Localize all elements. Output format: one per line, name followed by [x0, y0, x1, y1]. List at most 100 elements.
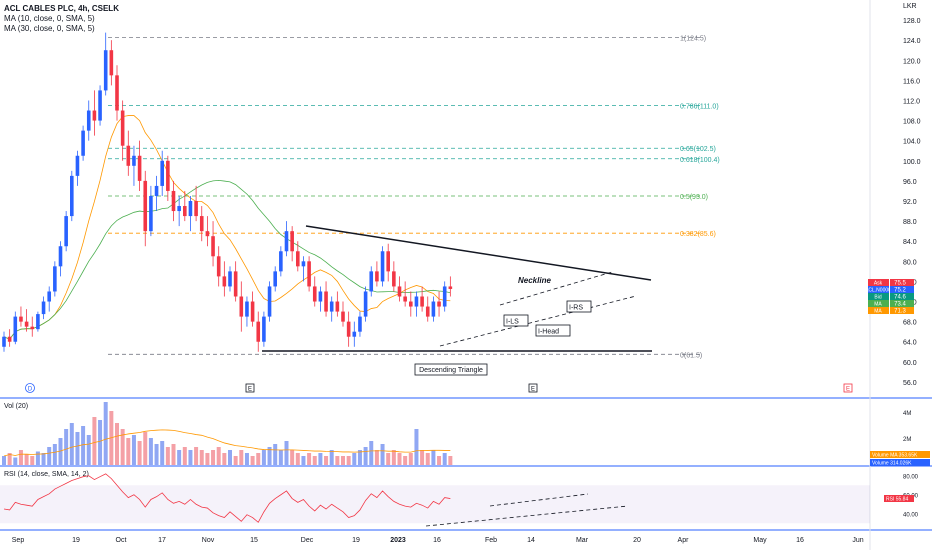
- volume-bar: [442, 453, 447, 465]
- volume-bar: [357, 450, 362, 465]
- event-marker-box: [528, 383, 538, 393]
- price-tag-value: 71.3: [894, 309, 906, 315]
- x-tick-label: 19: [72, 537, 80, 544]
- volume-bar: [222, 453, 227, 465]
- rsi-line: [3, 473, 451, 523]
- volume-bar: [75, 432, 80, 465]
- volume-bar: [30, 456, 35, 465]
- candle-body: [273, 271, 277, 287]
- candle-body: [166, 160, 170, 191]
- candle-body: [205, 231, 210, 237]
- x-tick-label: Oct: [116, 537, 127, 544]
- volume-bar: [386, 453, 391, 465]
- candle-body: [392, 271, 396, 287]
- candle-body: [267, 286, 272, 317]
- candle-body: [92, 110, 97, 121]
- candle-body: [75, 155, 80, 176]
- x-tick-label: 19: [352, 537, 360, 544]
- candle-body: [216, 256, 221, 277]
- volume-bar: [41, 453, 46, 465]
- candle-body: [120, 110, 125, 146]
- volume-bar: [64, 429, 69, 465]
- rsi-support-line: [425, 505, 629, 527]
- volume-bar: [403, 456, 408, 465]
- candle-body: [442, 286, 447, 307]
- price-tag-value-bg: [890, 293, 914, 300]
- rsi-tick: 80.00: [903, 474, 919, 480]
- candle-body: [30, 326, 35, 330]
- volume-bar: [154, 444, 159, 465]
- candle-body: [312, 286, 317, 302]
- volume-bar: [278, 450, 283, 465]
- event-marker-label: E: [248, 387, 252, 393]
- ma10-line: [3, 115, 451, 340]
- volume-ma-line: [3, 429, 451, 457]
- rsi-tag-bg: [884, 495, 914, 502]
- event-marker-label: E: [846, 387, 850, 393]
- volume-bar: [290, 450, 295, 465]
- fib-label: 0.618(100.4): [680, 157, 720, 164]
- volume-bar: [18, 450, 23, 465]
- volume-bar: [131, 435, 136, 465]
- price-tag-name-bg: [868, 279, 889, 286]
- price-tick-label: 88.0: [903, 219, 917, 226]
- volume-bar: [301, 456, 306, 465]
- volume-bar: [329, 450, 334, 465]
- candle-body: [380, 251, 385, 282]
- volume-bar: [24, 454, 29, 465]
- triangle-upper-line: [305, 225, 652, 281]
- x-tick-label: 16: [433, 537, 441, 544]
- candle-body: [239, 296, 244, 317]
- volume-tick: 2M: [903, 437, 911, 443]
- candle-body: [448, 286, 453, 289]
- candle-body: [386, 251, 390, 272]
- candle-body: [437, 301, 441, 307]
- price-tick-label: 80.0: [903, 259, 917, 266]
- rsi-band: [0, 485, 870, 524]
- candle-body: [397, 286, 402, 297]
- price-tag-name-bg: [868, 293, 889, 300]
- volume-bar: [318, 453, 323, 465]
- candle-body: [375, 271, 379, 282]
- volume-tag-label: Volume 314.026K: [872, 461, 912, 467]
- volume-tag-bg: [870, 451, 930, 458]
- volume-bar: [431, 450, 436, 465]
- volume-bar: [216, 447, 221, 465]
- candle-body: [126, 145, 131, 166]
- candle-body: [47, 291, 51, 302]
- price-tick-label: 128.0: [903, 18, 921, 25]
- candle-body: [346, 321, 351, 337]
- candle-body: [414, 296, 419, 307]
- x-tick-label: Apr: [678, 537, 690, 544]
- price-tag-value: 75.5: [894, 281, 906, 287]
- pattern-label-box: [535, 324, 571, 337]
- volume-bar: [58, 438, 63, 465]
- price-tag-name-bg: [868, 286, 889, 293]
- volume-bar: [7, 453, 12, 465]
- x-tick-label: Sep: [12, 537, 25, 544]
- event-marker-label: D: [28, 387, 33, 393]
- volume-bar: [81, 426, 86, 465]
- volume-bar: [267, 447, 272, 465]
- price-tag-value: 75.2: [894, 288, 906, 294]
- ma30-line: [3, 179, 451, 340]
- volume-bar: [244, 453, 249, 465]
- x-tick-label: 14: [527, 537, 535, 544]
- volume-bar: [233, 456, 238, 465]
- candle-body: [98, 90, 102, 121]
- candle-body: [352, 331, 357, 337]
- price-tick-label: 60.0: [903, 360, 917, 367]
- currency-label: LKR: [903, 3, 917, 10]
- candle-body: [425, 306, 430, 317]
- volume-bar: [92, 417, 97, 465]
- x-tick-label: Mar: [576, 537, 589, 544]
- volume-bar: [397, 453, 402, 465]
- volume-bar: [228, 450, 232, 465]
- candle-body: [290, 231, 294, 252]
- volume-bar: [13, 457, 18, 465]
- pattern-label: I-Head: [538, 329, 559, 336]
- candle-body: [19, 316, 23, 322]
- x-tick-label: 16: [796, 537, 804, 544]
- candle-body: [363, 291, 368, 317]
- pattern-label: I-LS: [506, 319, 519, 326]
